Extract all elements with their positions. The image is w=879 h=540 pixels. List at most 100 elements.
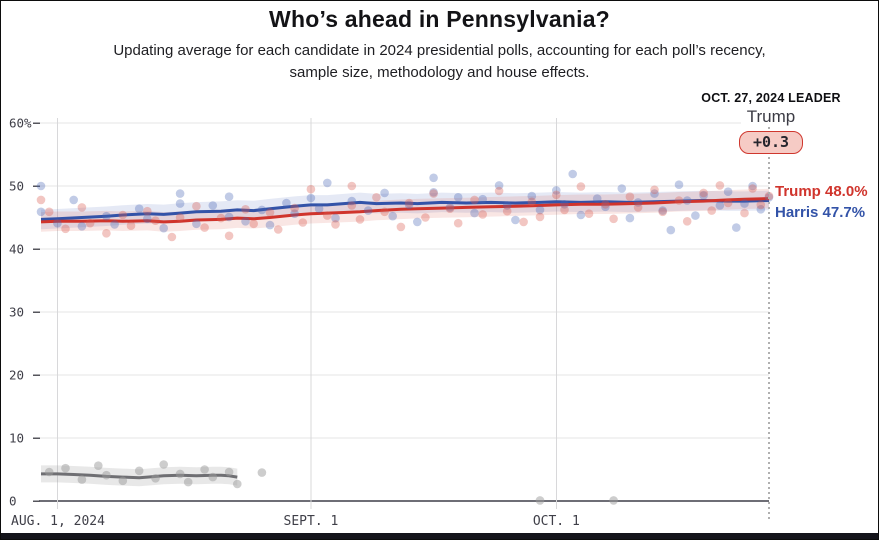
poll-dot-harris xyxy=(413,217,422,227)
poll-dot-kennedy xyxy=(224,467,234,477)
poll-dot-kennedy xyxy=(233,479,242,489)
poll-dot-harris xyxy=(650,189,659,198)
poll-dot-trump xyxy=(396,222,406,232)
poll-dot-harris xyxy=(208,201,218,210)
poll-dot-harris xyxy=(723,187,733,196)
poll-dot-harris xyxy=(69,195,78,205)
y-tick-label: 50 xyxy=(9,179,24,194)
poll-dot-harris xyxy=(159,223,168,233)
poll-dot-harris xyxy=(134,204,144,213)
poll-dot-harris xyxy=(617,184,627,193)
poll-dot-trump xyxy=(715,181,725,190)
poll-dot-trump xyxy=(429,189,438,198)
poll-dot-trump xyxy=(167,232,177,242)
poll-dot-trump xyxy=(421,213,430,222)
page-title: Who’s ahead in Pennsylvania? xyxy=(269,6,610,32)
poll-dot-kennedy xyxy=(609,496,618,505)
poll-dot-kennedy xyxy=(159,460,168,469)
poll-dot-harris xyxy=(756,205,766,214)
poll-dot-trump xyxy=(519,217,528,227)
subtitle-line-2: sample size, methodology and house effec… xyxy=(289,64,590,81)
poll-dot-trump xyxy=(740,208,749,218)
poll-dot-trump xyxy=(200,223,209,232)
poll-dot-trump xyxy=(470,195,479,205)
poll-dot-trump xyxy=(380,207,389,217)
poll-dot-trump xyxy=(552,190,561,200)
poll-dot-harris xyxy=(682,196,692,205)
poll-dot-trump xyxy=(707,206,716,215)
poll-dot-trump xyxy=(61,224,70,234)
poll-dot-harris xyxy=(429,188,438,197)
poll-dot-harris xyxy=(511,215,520,225)
poll-dot-kennedy xyxy=(257,468,267,477)
poll-dot-harris xyxy=(732,223,741,232)
y-tick-label: 30 xyxy=(9,305,24,320)
poll-dot-trump xyxy=(241,205,250,214)
poll-dot-harris xyxy=(404,200,414,210)
poll-dot-trump xyxy=(347,181,357,191)
poll-dot-trump xyxy=(44,207,54,217)
poll-dot-harris xyxy=(241,217,250,226)
poll-dot-kennedy xyxy=(77,475,87,484)
poll-dot-trump xyxy=(502,206,512,216)
poll-dot-kennedy xyxy=(208,472,218,482)
poll-dot-trump xyxy=(764,191,774,201)
poll-dot-trump xyxy=(175,213,185,222)
poll-dot-harris xyxy=(388,211,398,221)
poll-dot-harris xyxy=(175,189,185,198)
trend-line-trump xyxy=(40,197,770,224)
poll-dot-trump xyxy=(723,198,733,208)
poll-dot-kennedy xyxy=(200,465,209,474)
poll-dot-harris xyxy=(470,208,479,218)
poll-dot-trump xyxy=(273,225,283,234)
poll-dot-kennedy xyxy=(175,469,185,479)
poll-dot-trump xyxy=(151,216,160,225)
poll-dot-harris xyxy=(257,205,267,215)
poll-dot-harris xyxy=(175,199,185,208)
poll-dot-trump xyxy=(756,200,766,210)
poll-dot-trump xyxy=(748,184,757,193)
poll-dot-trump xyxy=(453,218,463,228)
poll-dot-trump xyxy=(601,200,610,209)
poll-dot-harris xyxy=(740,199,749,208)
poll-dot-harris xyxy=(323,178,332,188)
poll-dot-trump xyxy=(102,229,111,238)
y-tick-label: 60% xyxy=(9,116,32,131)
poll-dot-harris xyxy=(363,206,373,215)
subtitle-line-1: Updating average for each candidate in 2… xyxy=(113,42,766,59)
poll-dot-trump xyxy=(633,203,643,212)
y-tick-label: 20 xyxy=(9,368,24,383)
trend-line-kennedy xyxy=(41,472,238,480)
poll-dot-harris xyxy=(666,225,676,235)
poll-dot-trump xyxy=(192,201,201,211)
poll-dot-trump xyxy=(216,213,226,223)
poll-dot-harris xyxy=(699,191,708,200)
poll-dot-harris xyxy=(625,213,635,223)
trump-end-label: Trump 48.0% xyxy=(775,183,871,200)
poll-dot-trump xyxy=(323,211,332,220)
x-tick-label: AUG. 1, 2024 xyxy=(11,514,105,529)
bottom-accent-bar xyxy=(1,533,878,539)
poll-dot-kennedy xyxy=(94,461,103,471)
poll-dot-harris xyxy=(453,193,463,202)
poll-dot-harris xyxy=(265,220,275,230)
poll-dot-trump xyxy=(372,193,381,202)
poll-dot-trump xyxy=(535,212,545,222)
poll-dot-harris xyxy=(143,214,152,224)
harris-end-label: Harris 47.7% xyxy=(775,204,869,221)
poll-dot-harris xyxy=(715,201,725,210)
poll-dot-trump xyxy=(143,206,152,216)
poll-dot-harris xyxy=(502,201,512,210)
leader-candidate-name: Trump xyxy=(641,107,878,127)
poll-dot-trump xyxy=(494,186,504,196)
poll-dot-trump xyxy=(658,207,667,217)
poll-dot-harris xyxy=(576,210,586,220)
poll-dot-harris xyxy=(691,211,700,220)
poll-dot-harris xyxy=(527,191,537,201)
poll-dot-trump xyxy=(347,201,357,210)
y-tick-label: 40 xyxy=(9,242,24,257)
poll-dot-harris xyxy=(568,169,577,179)
poll-dot-harris xyxy=(601,202,610,212)
poll-dot-trump xyxy=(331,220,340,229)
